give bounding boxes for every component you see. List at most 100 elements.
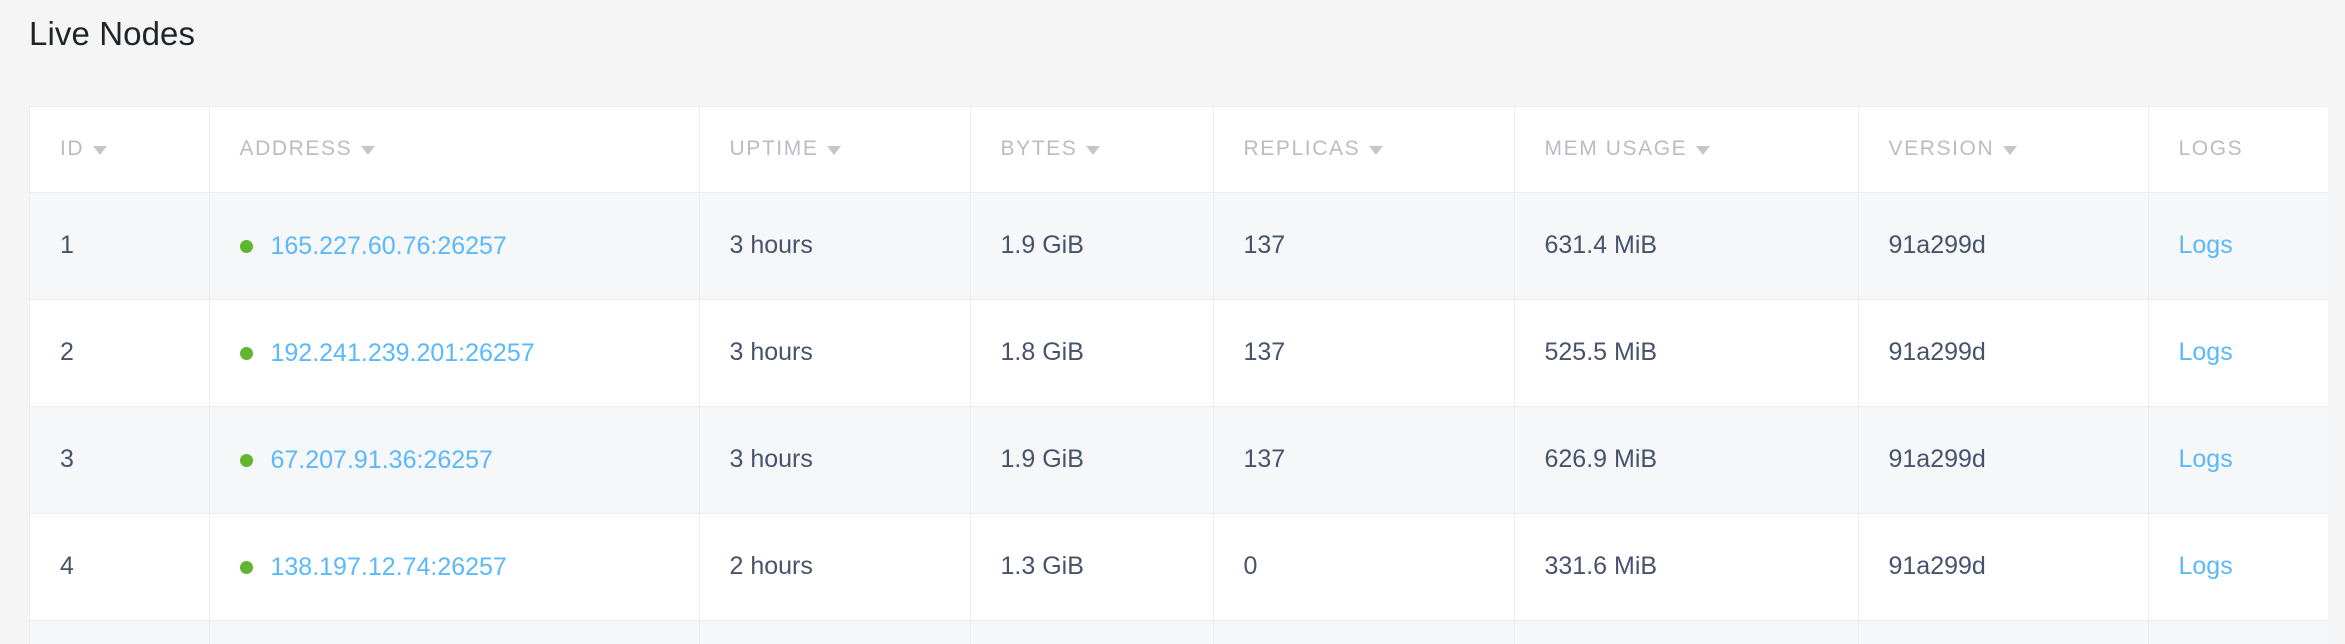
cell-bytes-value: 1.8 GiB — [1000, 338, 1084, 366]
node-address-link[interactable]: 67.207.91.36:26257 — [270, 445, 493, 474]
cell-bytes-value: 1.3 GiB — [1000, 552, 1084, 580]
cell-id: 5 — [30, 620, 210, 644]
chevron-down-icon[interactable] — [93, 145, 108, 155]
cell-id-value: 2 — [60, 338, 74, 366]
column-header-label: Logs — [2178, 137, 2244, 161]
cell-replicas: 137 — [1213, 299, 1515, 407]
cell-address: 192.241.239.201:26257 — [209, 299, 700, 407]
column-header-replicas[interactable]: Replicas — [1213, 107, 1515, 193]
cell-mem: 631.4 MiB — [1514, 192, 1859, 300]
cell-bytes: 1.4 GiB — [970, 620, 1214, 644]
page-title: Live Nodes — [29, 15, 196, 52]
logs-link[interactable]: Logs — [2178, 338, 2233, 366]
cell-replicas: 137 — [1213, 192, 1515, 300]
table-row: 1 165.227.60.76:26257 3 hours 1.9 GiB 137 631… — [30, 192, 2328, 300]
cell-uptime: 2 hours — [699, 513, 971, 621]
node-address-link[interactable]: 192.241.239.201:26257 — [270, 338, 535, 367]
logs-link[interactable]: Logs — [2178, 552, 2233, 580]
cell-version: 91a299d — [1858, 406, 2149, 514]
cell-uptime-value: 3 hours — [729, 445, 813, 473]
cell-logs: Logs — [2148, 513, 2328, 621]
table-body: 1 165.227.60.76:26257 3 hours 1.9 GiB 137 631… — [30, 192, 2328, 644]
column-header-label: ID — [60, 137, 85, 161]
chevron-down-icon[interactable] — [361, 145, 376, 155]
cell-mem: 626.9 MiB — [1514, 406, 1859, 514]
cell-address: 165.227.60.76:26257 — [209, 192, 700, 300]
cell-mem: 368.1 MiB — [1514, 620, 1859, 644]
cell-bytes: 1.3 GiB — [970, 513, 1214, 621]
cell-id-value: 4 — [60, 552, 74, 580]
live-nodes-table: ID Address Uptime Bytes Replicas Mem Usage Ver… — [30, 107, 2328, 644]
logs-link[interactable]: Logs — [2178, 445, 2233, 473]
cell-mem-value: 631.4 MiB — [1544, 231, 1658, 259]
table-row: 4 138.197.12.74:26257 2 hours 1.3 GiB 0 331.6… — [30, 513, 2328, 621]
address-cell-inner: 192.241.239.201:26257 — [239, 338, 535, 368]
green-dot-icon — [239, 453, 253, 467]
cell-version: 73336d4 — [1858, 620, 2149, 644]
chevron-down-icon[interactable] — [2003, 145, 2018, 155]
column-header-inner: Replicas — [1244, 137, 1384, 161]
chevron-down-icon[interactable] — [1086, 145, 1101, 155]
column-header-label: Uptime — [729, 137, 819, 161]
cell-version: 91a299d — [1858, 299, 2149, 407]
cell-replicas-value: 0 — [1243, 552, 1258, 580]
cell-version-value: 91a299d — [1888, 552, 1986, 580]
column-header-inner: Mem Usage — [1545, 137, 1711, 161]
cell-uptime: 3 hours — [699, 299, 971, 407]
chevron-down-icon[interactable] — [827, 145, 842, 155]
column-header-label: Bytes — [1000, 137, 1078, 161]
cell-logs: Logs — [2148, 192, 2328, 300]
cell-replicas-value: 137 — [1243, 445, 1286, 473]
logs-link[interactable]: Logs — [2178, 231, 2233, 259]
cell-id: 2 — [30, 299, 210, 407]
table-row: 2 192.241.239.201:26257 3 hours 1.8 GiB 137 5… — [30, 299, 2328, 407]
column-header-inner: ID — [60, 137, 108, 161]
column-header-label: Address — [239, 137, 353, 161]
column-header-bytes[interactable]: Bytes — [970, 107, 1214, 193]
cell-uptime-value: 2 hours — [729, 552, 813, 580]
table-header-row: ID Address Uptime Bytes Replicas Mem Usage Ver… — [30, 107, 2328, 193]
cell-uptime-value: 3 hours — [729, 231, 813, 259]
cell-mem-value: 626.9 MiB — [1544, 445, 1658, 473]
chevron-down-icon[interactable] — [1369, 145, 1384, 155]
cell-uptime: 3 hours — [699, 192, 971, 300]
cell-mem-value: 331.6 MiB — [1544, 552, 1658, 580]
cell-version: 91a299d — [1858, 192, 2149, 300]
column-header-mem[interactable]: Mem Usage — [1514, 107, 1859, 193]
column-header-logs: Logs — [2148, 107, 2328, 193]
cell-replicas-value: 137 — [1243, 231, 1286, 259]
column-header-inner: Address — [240, 137, 376, 161]
node-address-link[interactable]: 138.197.12.74:26257 — [270, 552, 507, 581]
column-header-uptime[interactable]: Uptime — [699, 107, 971, 193]
cell-bytes: 1.9 GiB — [970, 406, 1214, 514]
node-address-link[interactable]: 165.227.60.76:26257 — [270, 231, 507, 260]
cell-address: 174.138.50.192:26257 — [209, 620, 700, 644]
column-header-inner: Bytes — [1001, 137, 1101, 161]
cell-version-value: 91a299d — [1888, 231, 1986, 259]
cell-bytes: 1.9 GiB — [970, 192, 1214, 300]
cell-logs: Logs — [2148, 406, 2328, 514]
column-header-id[interactable]: ID — [30, 107, 210, 193]
chevron-down-icon[interactable] — [1696, 145, 1711, 155]
green-dot-icon — [239, 346, 253, 360]
table-header: ID Address Uptime Bytes Replicas Mem Usage Ver… — [30, 107, 2328, 193]
cell-id: 3 — [30, 406, 210, 514]
cell-version: 91a299d — [1858, 513, 2149, 621]
cell-id: 4 — [30, 513, 210, 621]
cell-version-value: 91a299d — [1888, 338, 1986, 366]
column-header-version[interactable]: Version — [1858, 107, 2149, 193]
cell-address: 67.207.91.36:26257 — [209, 406, 700, 514]
cell-uptime-value: 3 hours — [729, 338, 813, 366]
column-header-address[interactable]: Address — [209, 107, 700, 193]
cell-bytes: 1.8 GiB — [970, 299, 1214, 407]
cell-bytes-value: 1.9 GiB — [1000, 445, 1084, 473]
table-row: 3 67.207.91.36:26257 3 hours 1.9 GiB 137 626.… — [30, 406, 2328, 514]
address-cell-inner: 165.227.60.76:26257 — [239, 231, 507, 261]
cell-mem: 525.5 MiB — [1514, 299, 1859, 407]
cell-bytes-value: 1.9 GiB — [1000, 231, 1084, 259]
cell-mem: 331.6 MiB — [1514, 513, 1859, 621]
green-dot-icon — [239, 239, 253, 253]
cell-id: 1 — [30, 192, 210, 300]
